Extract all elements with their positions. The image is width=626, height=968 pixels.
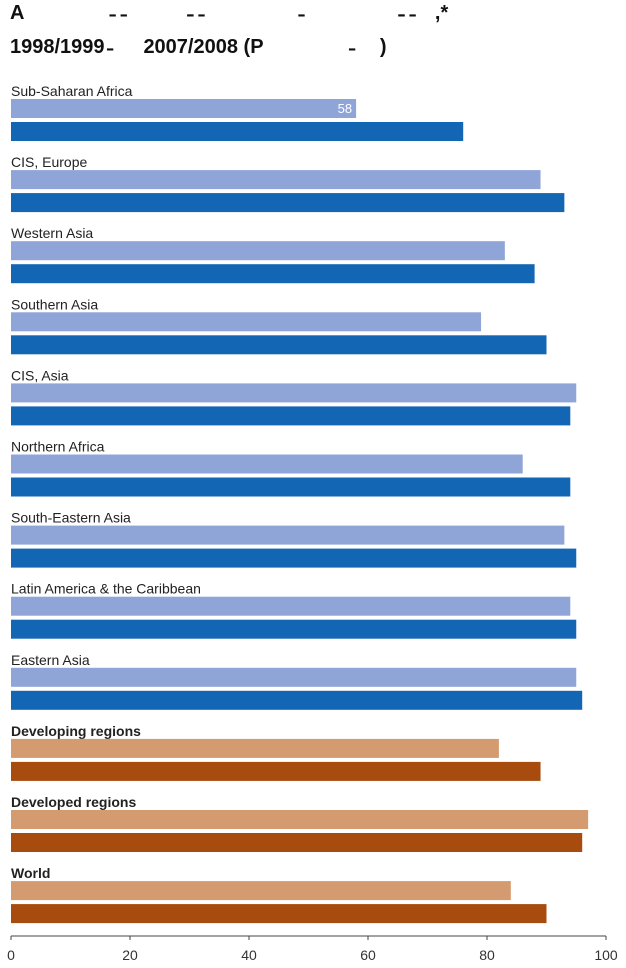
- x-tick-label: 60: [360, 947, 376, 963]
- bar-2007-2008: [11, 335, 547, 355]
- bar-2007-2008: [11, 264, 535, 284]
- bar-2007-2008: [11, 122, 464, 141]
- category-label: Western Asia: [11, 225, 93, 241]
- bar-2007-2008: [11, 406, 571, 426]
- bar-2007-2008: [11, 619, 577, 639]
- category-label: Eastern Asia: [11, 652, 90, 668]
- bar-1998-1999: [11, 738, 499, 758]
- category-label: Developed regions: [11, 794, 136, 810]
- bar-2007-2008: [11, 761, 541, 781]
- bar-2007-2008: [11, 477, 571, 497]
- category-label: CIS, Asia: [11, 367, 69, 383]
- bar-2007-2008: [11, 833, 583, 852]
- bar-1998-1999: [11, 241, 505, 261]
- x-tick-label: 80: [479, 947, 495, 963]
- chart-title-line-1: A ̵ ̵ ̵̵ ̵ ̵ ̵̵ ̵ ,*: [10, 2, 449, 24]
- bar-1998-1999: [11, 525, 565, 545]
- bar-1998-1999: [11, 667, 577, 687]
- bar-1998-1999: [11, 170, 541, 190]
- x-tick-label: 0: [7, 947, 15, 963]
- bar-2007-2008: [11, 193, 565, 213]
- bar-1998-1999: [11, 454, 523, 474]
- category-label: Northern Africa: [11, 439, 105, 455]
- bar-2007-2008: [11, 548, 577, 568]
- bar-1998-1999: [11, 312, 482, 332]
- bar-1998-1999: [11, 383, 577, 403]
- category-label: World: [11, 865, 50, 881]
- chart-title-line-2: 1998/1999 ̵ 2007/2008 (P ̵ ): [10, 36, 387, 58]
- category-label: Southern Asia: [11, 296, 98, 312]
- bar-1998-1999: [11, 596, 571, 616]
- bar-1998-1999: [11, 99, 357, 118]
- category-label: Developing regions: [11, 723, 141, 739]
- x-tick-label: 20: [122, 947, 138, 963]
- bar-2007-2008: [11, 904, 547, 924]
- x-tick-label: 40: [241, 947, 257, 963]
- data-label: 58: [338, 101, 352, 116]
- category-label: Sub-Saharan Africa: [11, 83, 133, 99]
- category-label: CIS, Europe: [11, 154, 87, 170]
- bar-1998-1999: [11, 881, 511, 901]
- bar-1998-1999: [11, 810, 589, 829]
- category-label: Latin America & the Caribbean: [11, 581, 201, 597]
- category-label: South-Eastern Asia: [11, 510, 131, 526]
- x-tick-label: 100: [594, 947, 618, 963]
- bar-2007-2008: [11, 690, 583, 710]
